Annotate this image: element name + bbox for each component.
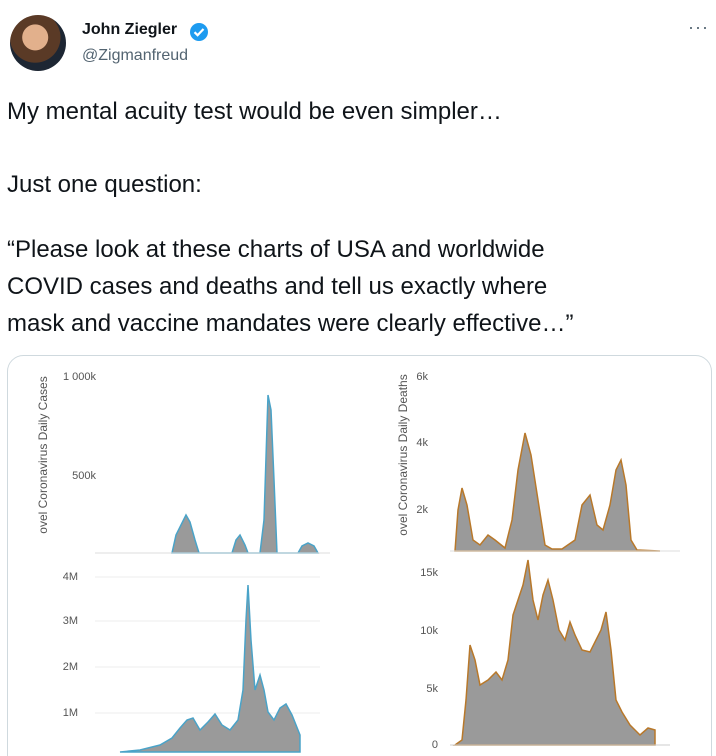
deaths-area — [454, 432, 661, 552]
world-cases-area — [119, 584, 301, 753]
tick-label: 4M — [63, 571, 78, 583]
tweet-text: “Please look at these charts of USA and … — [7, 236, 545, 263]
tick-label: 4k — [416, 437, 428, 449]
axis-label: ovel Coronavirus Daily Cases — [36, 376, 50, 533]
tick-label: 0 — [432, 739, 438, 751]
tick-label: 3M — [63, 615, 78, 627]
tick-label: 500k — [72, 470, 96, 482]
tick-label: 1M — [63, 707, 78, 719]
author-handle[interactable]: @Zigmanfreud — [82, 47, 189, 64]
tick-label: 15k — [420, 567, 438, 579]
author-name[interactable]: John Ziegler — [82, 21, 178, 38]
world-deaths-area — [452, 559, 656, 746]
tick-label: 6k — [416, 371, 428, 383]
tweet-text: My mental acuity test would be even simp… — [7, 98, 502, 125]
tweet-text: COVID cases and deaths and tell us exact… — [7, 273, 548, 300]
tick-label: 2k — [416, 504, 428, 516]
tick-label: 1 000k — [63, 371, 97, 383]
tick-label: 2M — [63, 661, 78, 673]
axis-label: ovel Coronavirus Daily Deaths — [396, 374, 410, 535]
tweet-text: Just one question: — [7, 171, 202, 198]
tick-label: 5k — [426, 683, 438, 695]
avatar[interactable] — [10, 15, 66, 71]
more-button[interactable]: ··· — [688, 17, 709, 37]
tick-label: 10k — [420, 625, 438, 637]
tweet-text: mask and vaccine mandates were clearly e… — [7, 310, 574, 337]
verified-badge — [190, 23, 208, 41]
